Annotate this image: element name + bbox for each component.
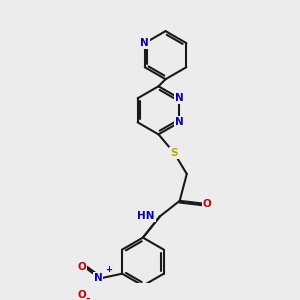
Text: N: N	[175, 93, 184, 103]
Text: -: -	[85, 293, 90, 300]
Text: N: N	[140, 38, 149, 48]
Text: HN: HN	[137, 212, 155, 221]
Text: O: O	[77, 262, 86, 272]
Text: N: N	[94, 273, 102, 283]
Text: O: O	[77, 290, 86, 300]
Text: O: O	[203, 199, 212, 209]
Text: N: N	[175, 117, 184, 127]
Text: +: +	[105, 265, 112, 274]
Text: S: S	[170, 148, 178, 158]
